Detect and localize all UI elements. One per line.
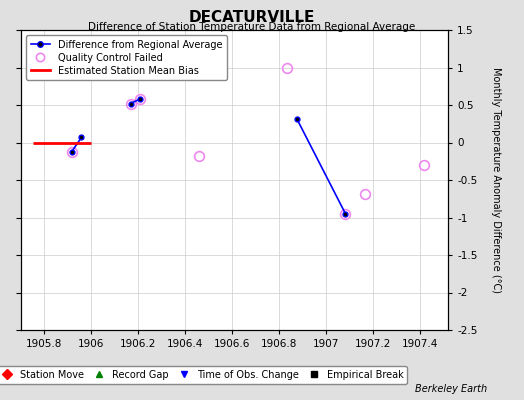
Text: Difference of Station Temperature Data from Regional Average: Difference of Station Temperature Data f… [88,22,415,32]
Y-axis label: Monthly Temperature Anomaly Difference (°C): Monthly Temperature Anomaly Difference (… [492,67,501,293]
Text: Berkeley Earth: Berkeley Earth [415,384,487,394]
Legend: Station Move, Record Gap, Time of Obs. Change, Empirical Break: Station Move, Record Gap, Time of Obs. C… [0,366,407,384]
Text: DECATURVILLE: DECATURVILLE [188,10,315,25]
